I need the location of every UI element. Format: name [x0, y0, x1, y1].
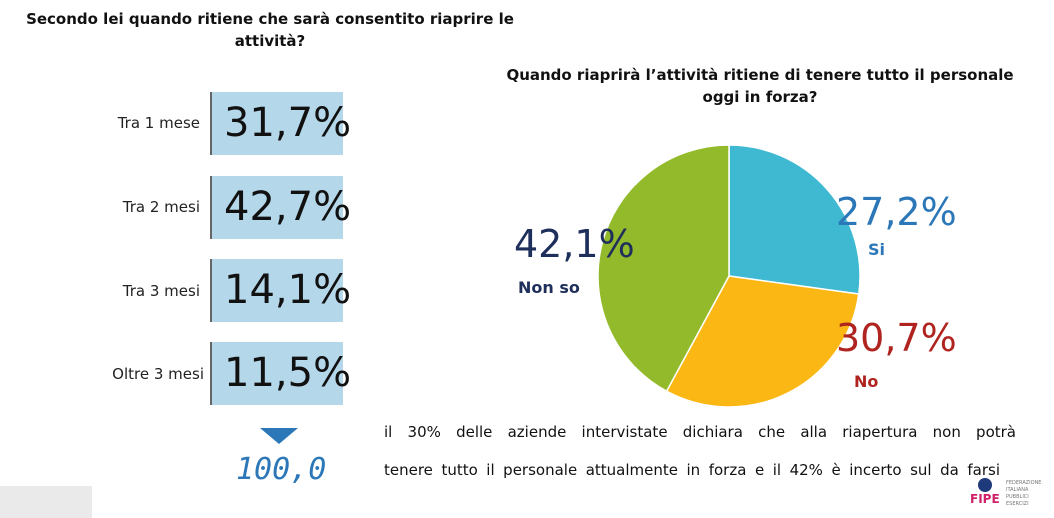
fipe-logo: FIPE FEDERAZIONE ITALIANA PUBBLICI ESERCIZI: [970, 478, 1042, 507]
left-title: Secondo lei quando ritiene che sarà cons…: [26, 10, 514, 50]
value-label-si: 27,2%: [836, 190, 957, 234]
note-line-1: il 30% delle aziende intervistate dichia…: [384, 423, 1016, 441]
label-no: No: [854, 372, 879, 391]
row-value: 31,7%: [210, 92, 351, 155]
row-label: Tra 1 mese: [117, 114, 200, 132]
note-line-2: tenere tutto il personale attualmente in…: [384, 461, 1000, 479]
row-value: 14,1%: [210, 259, 351, 322]
value-label-nonso: 42,1%: [514, 222, 635, 266]
grey-block: [0, 486, 92, 518]
value-label-no: 30,7%: [836, 316, 957, 360]
row-value: 42,7%: [210, 176, 351, 239]
label-si: Si: [868, 240, 886, 259]
row-label: Oltre 3 mesi: [112, 365, 204, 383]
row-value: 11,5%: [210, 342, 351, 405]
pie-slice-si: [728, 144, 861, 295]
down-arrow-icon: [260, 428, 298, 444]
chart-title: Quando riaprirà l’attività ritiene di te…: [506, 66, 1014, 106]
pie-slice-non-so: [597, 144, 730, 393]
row-label: Tra 3 mesi: [122, 282, 200, 300]
label-nonso: Non so: [518, 278, 580, 297]
total: 100,0: [236, 452, 327, 487]
pie-slice-no: [665, 275, 860, 408]
row-label: Tra 2 mesi: [122, 198, 200, 216]
